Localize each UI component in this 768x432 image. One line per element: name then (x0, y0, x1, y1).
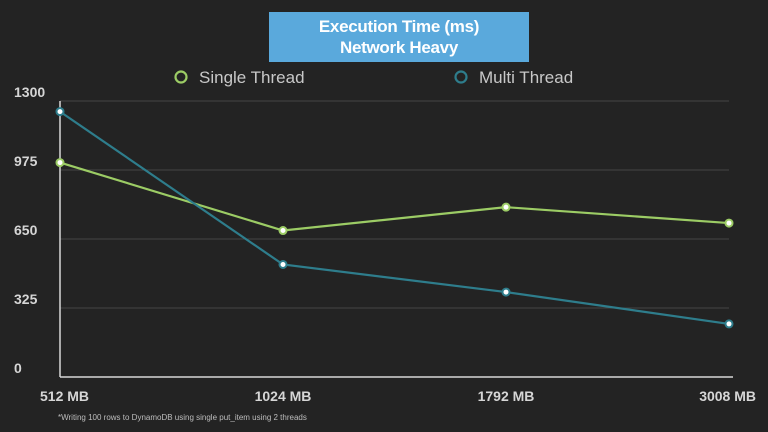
point-single-thread-512-mb (55, 158, 65, 168)
series-line-multi-thread (59, 110, 730, 326)
point-multi-thread-512-mb (55, 107, 65, 117)
series-line-single-thread (59, 161, 730, 232)
y-tick-label-975: 975 (14, 153, 38, 169)
point-multi-thread-1024-mb (278, 259, 288, 269)
x-tick-label-1024-mb: 1024 MB (255, 388, 312, 404)
chart-title: Execution Time (ms) (318, 17, 480, 36)
x-tick-label-1792-mb: 1792 MB (478, 388, 535, 404)
series (55, 107, 734, 329)
y-tick-label-650: 650 (14, 222, 38, 238)
x-tick-label-512-mb: 512 MB (40, 388, 89, 404)
point-single-thread-1024-mb (278, 226, 288, 236)
x-tick-label-3008-mb: 3008 MB (699, 388, 756, 404)
chart-subtitle: Network Heavy (340, 38, 458, 57)
y-tick-label-0: 0 (14, 360, 22, 376)
legend: Single Thread Multi Thread (174, 68, 573, 87)
chart-title-box: Execution Time (ms) Network Heavy (269, 12, 529, 62)
legend-label-multi-thread: Multi Thread (479, 68, 573, 87)
point-multi-thread-1792-mb (501, 287, 511, 297)
legend-marker-multi-thread (454, 70, 468, 84)
point-single-thread-1792-mb (501, 202, 511, 212)
point-multi-thread-3008-mb (724, 319, 734, 329)
y-tick-label-1300: 1300 (14, 84, 45, 100)
footnote: *Writing 100 rows to DynamoDB using sing… (58, 413, 307, 422)
legend-marker-single-thread (174, 70, 188, 84)
y-tick-label-325: 325 (14, 291, 38, 307)
point-single-thread-3008-mb (724, 218, 734, 228)
legend-label-single-thread: Single Thread (199, 68, 305, 87)
axes: 0 325 650 975 1300 512 MB 1024 MB 1792 MB 3008 M… (14, 84, 756, 404)
grid (60, 100, 729, 309)
